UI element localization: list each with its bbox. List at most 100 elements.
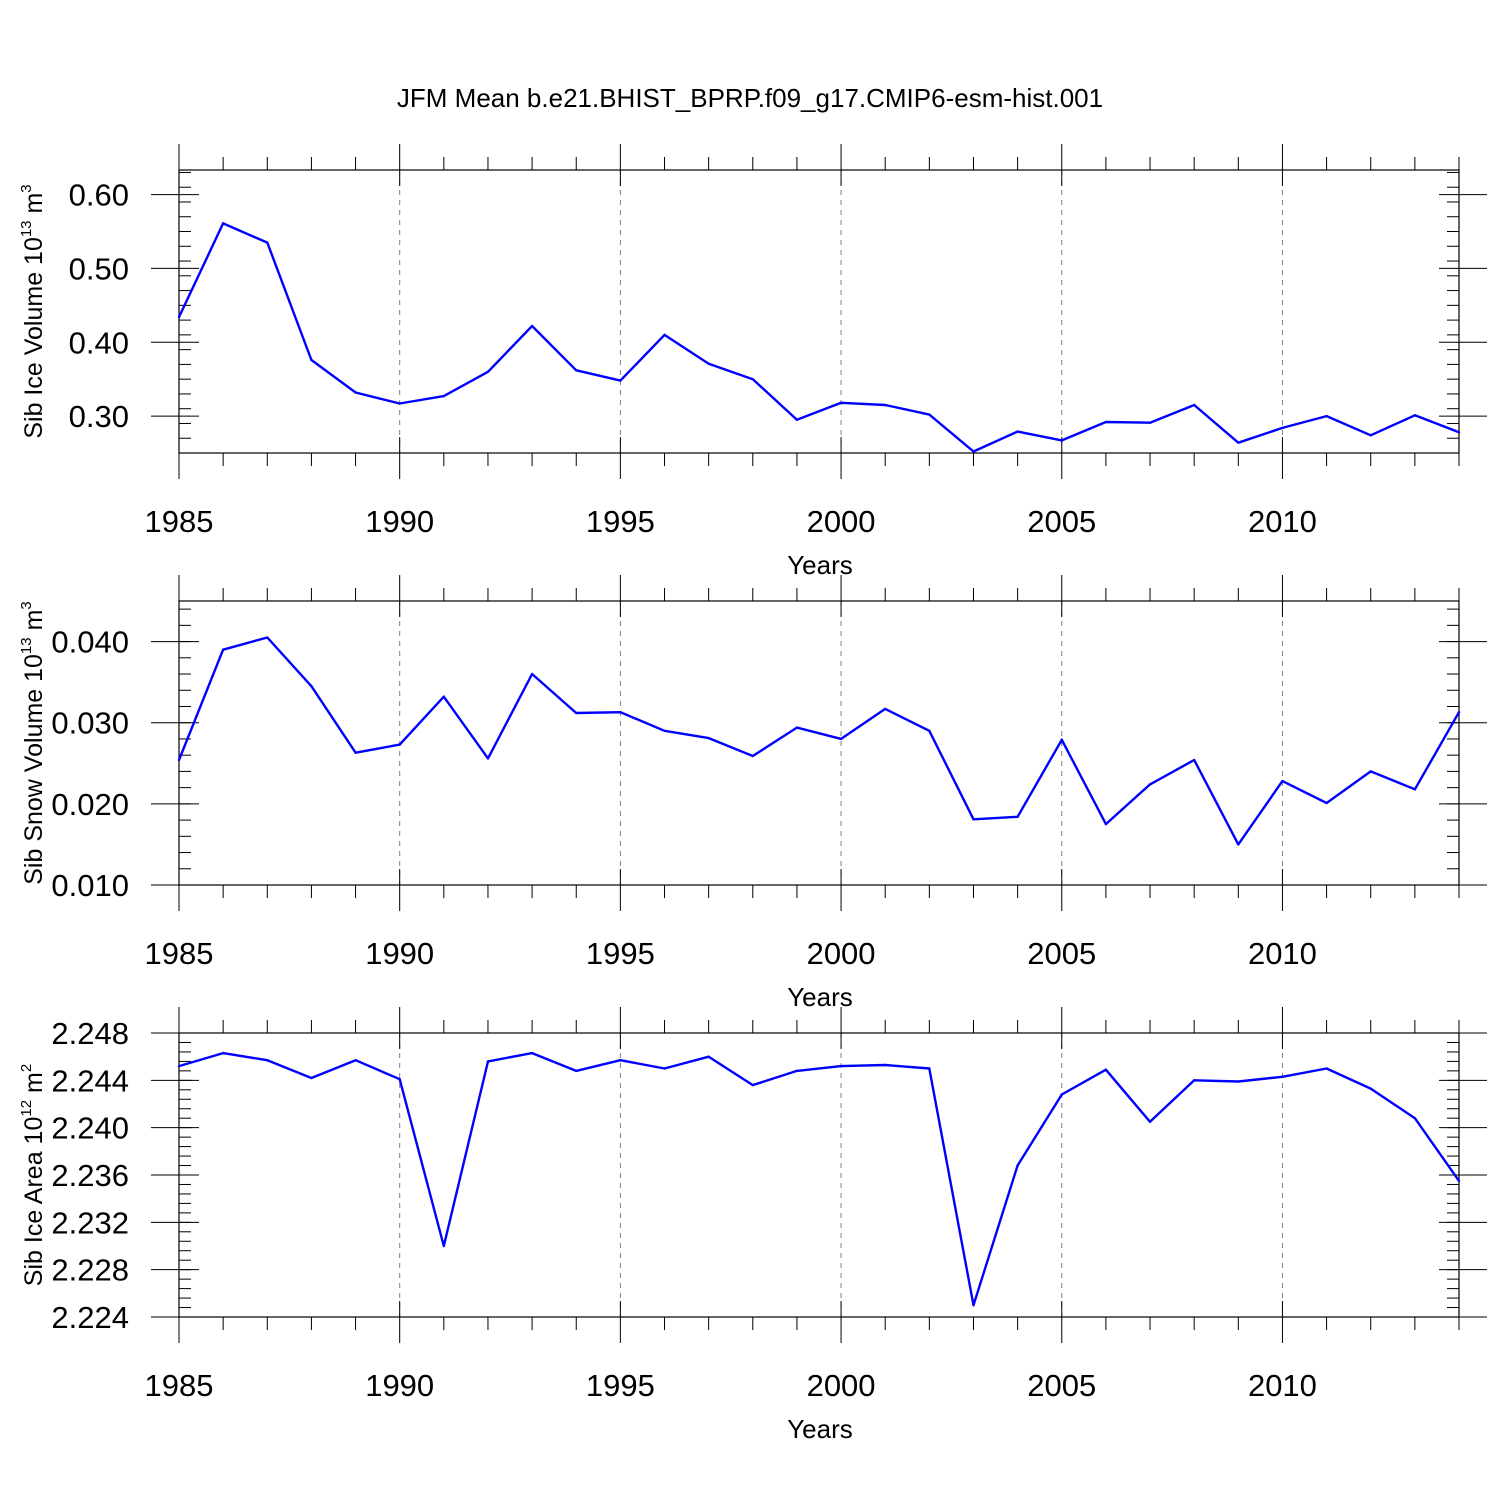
y-axis-label-unit-power: 3	[18, 184, 35, 192]
data-point-ice-area-1998	[751, 1083, 754, 1087]
series-line-ice-area	[178, 1051, 1460, 1307]
y-tick-label: 0.60	[69, 178, 129, 213]
data-point-snow-volume-1996	[663, 729, 666, 733]
data-point-ice-area-2004	[1016, 1164, 1019, 1167]
data-point-ice-area-2008	[1192, 1079, 1196, 1082]
data-point-snow-volume-2014	[1457, 710, 1461, 714]
data-point-ice-area-2011	[1325, 1067, 1328, 1070]
y-axis-label-text: Sib Ice Volume 10	[20, 237, 48, 439]
data-point-snow-volume-2009	[1237, 843, 1240, 846]
data-point-ice-area-1999	[795, 1069, 799, 1073]
x-tick-label: 1985	[145, 1368, 214, 1403]
y-axis-label: Sib Ice Area 1012 m2	[18, 1064, 48, 1286]
data-point-snow-volume-1987	[266, 636, 269, 639]
data-point-snow-volume-2000	[839, 737, 843, 741]
data-point-ice-volume-1988	[310, 358, 313, 362]
data-point-ice-area-1997	[707, 1055, 710, 1058]
data-point-ice-volume-1994	[575, 369, 578, 372]
data-point-snow-volume-1986	[221, 648, 225, 651]
y-tick-label: 0.040	[51, 625, 129, 660]
data-point-ice-volume-1985	[177, 315, 181, 319]
data-point-snow-volume-2008	[1192, 758, 1196, 762]
x-axis-label: Years	[787, 1414, 853, 1444]
data-point-snow-volume-1993	[530, 672, 534, 676]
x-tick-label: 2005	[1027, 504, 1096, 539]
data-point-ice-area-2014	[1457, 1179, 1461, 1183]
data-point-snow-volume-1998	[751, 754, 754, 758]
data-point-ice-area-2003	[972, 1303, 975, 1307]
y-tick-label: 2.244	[51, 1063, 129, 1098]
plot-frame	[178, 169, 1460, 454]
x-tick-label: 1995	[586, 1368, 655, 1403]
x-tick-label: 1995	[586, 504, 655, 539]
panel-ice-area: 1985 1990 1995 2000 2005 2010 Years 2.224 2.228 2…	[18, 1007, 1487, 1444]
data-point-ice-volume-2014	[1457, 431, 1461, 434]
data-point-ice-volume-1998	[751, 377, 754, 381]
data-point-ice-volume-2005	[1060, 439, 1063, 442]
data-point-ice-area-1994	[575, 1069, 578, 1073]
data-point-snow-volume-1999	[795, 726, 799, 729]
data-point-ice-volume-2003	[972, 450, 975, 453]
y-tick-label: 0.30	[69, 399, 129, 434]
x-tick-label: 2005	[1027, 1368, 1096, 1403]
data-point-snow-volume-2001	[884, 707, 887, 711]
x-tick-label: 1990	[365, 936, 434, 971]
y-tick-label: 0.020	[51, 787, 129, 822]
data-point-snow-volume-2005	[1060, 738, 1063, 741]
data-point-ice-area-2001	[884, 1063, 887, 1067]
data-point-ice-volume-2011	[1325, 414, 1328, 418]
x-tick-label: 1990	[365, 504, 434, 539]
y-axis-label-unit-power: 2	[18, 1064, 35, 1072]
data-point-ice-volume-2002	[928, 413, 931, 416]
data-point-snow-volume-1994	[575, 711, 578, 715]
data-point-ice-volume-1996	[663, 333, 666, 337]
data-point-ice-volume-1995	[619, 379, 622, 382]
y-tick-label: 0.50	[69, 251, 129, 286]
data-point-ice-volume-1987	[266, 241, 269, 244]
series-line-snow-volume	[177, 636, 1461, 846]
data-point-ice-volume-2000	[839, 401, 843, 404]
data-point-ice-volume-2009	[1237, 441, 1240, 444]
y-tick-label: 2.224	[51, 1300, 129, 1335]
data-point-ice-volume-2004	[1016, 430, 1019, 433]
data-point-ice-volume-2008	[1192, 403, 1196, 407]
data-point-ice-volume-2001	[884, 403, 887, 407]
series-line-ice-volume	[177, 222, 1460, 453]
y-axis-label: Sib Snow Volume 1013 m3	[18, 601, 48, 885]
data-point-ice-area-2005	[1060, 1093, 1063, 1096]
data-point-snow-volume-2012	[1369, 770, 1372, 773]
data-point-snow-volume-2006	[1104, 822, 1108, 826]
data-point-ice-volume-1986	[221, 222, 225, 225]
data-point-ice-area-1991	[442, 1244, 446, 1248]
data-point-ice-area-2012	[1369, 1087, 1372, 1090]
y-axis-label-text: Sib Snow Volume 10	[20, 654, 48, 885]
y-tick-label: 0.030	[51, 706, 129, 741]
data-point-snow-volume-2004	[1016, 815, 1019, 819]
x-tick-label: 1985	[145, 504, 214, 539]
data-point-ice-volume-2012	[1369, 434, 1372, 437]
data-point-ice-area-1989	[354, 1059, 357, 1062]
y-tick-label: 2.240	[51, 1111, 129, 1146]
panel-ice-volume: 1985 1990 1995 2000 2005 2010 Years 0.30 0.40 0.5…	[18, 144, 1487, 580]
y-tick-label: 2.232	[51, 1205, 129, 1240]
data-point-snow-volume-2003	[972, 818, 975, 821]
data-point-snow-volume-1985	[177, 758, 181, 762]
data-point-snow-volume-1989	[354, 751, 357, 754]
data-point-ice-volume-1990	[398, 402, 401, 405]
y-tick-label: 2.228	[51, 1253, 129, 1288]
data-point-ice-volume-1997	[707, 362, 710, 365]
y-axis-label: Sib Ice Volume 1013 m3	[18, 184, 48, 438]
y-axis-label-exponent: 13	[18, 220, 35, 237]
data-point-ice-area-1996	[663, 1067, 666, 1070]
y-tick-label: 0.010	[51, 868, 129, 903]
data-point-snow-volume-1992	[486, 757, 490, 760]
data-point-ice-area-2013	[1413, 1117, 1417, 1120]
x-tick-label: 2000	[807, 504, 876, 539]
data-point-ice-volume-1992	[486, 370, 490, 373]
data-point-ice-area-1995	[619, 1059, 622, 1062]
y-axis-label-unit-power: 3	[18, 601, 35, 609]
chart-title: JFM Mean b.e21.BHIST_BPRP.f09_g17.CMIP6-…	[397, 83, 1103, 113]
data-point-ice-area-1986	[221, 1051, 225, 1055]
data-point-ice-volume-1991	[442, 394, 446, 398]
